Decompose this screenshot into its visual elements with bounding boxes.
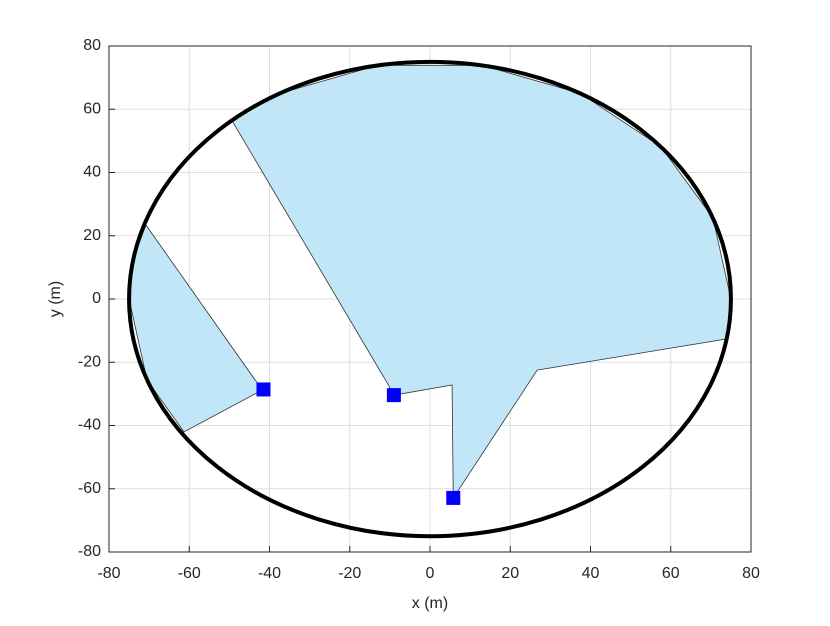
y-axis-label: y (m) xyxy=(47,281,64,317)
y-tick-label: 20 xyxy=(83,227,101,244)
x-tick-label: 0 xyxy=(426,565,435,582)
x-tick-label: -80 xyxy=(97,565,120,582)
axes-box xyxy=(108,45,752,553)
x-tick-label: 60 xyxy=(662,565,680,582)
x-axis-label: x (m) xyxy=(412,595,448,612)
y-tick-label: -20 xyxy=(78,353,101,370)
x-tick-label: 80 xyxy=(742,565,760,582)
y-tick-label: 60 xyxy=(83,100,101,117)
y-tick-label: 0 xyxy=(92,290,101,307)
x-tick-label: 40 xyxy=(582,565,600,582)
sensor xyxy=(386,388,401,403)
x-tick-label: -40 xyxy=(258,565,281,582)
y-tick-label: -40 xyxy=(78,417,101,434)
x-tick-label: -60 xyxy=(178,565,201,582)
sensor xyxy=(446,490,461,505)
x-tick-label: 20 xyxy=(501,565,519,582)
y-tick-label: 80 xyxy=(83,37,101,54)
y-tick-label: -60 xyxy=(78,480,101,497)
x-tick-label: -20 xyxy=(338,565,361,582)
boundary xyxy=(127,59,733,539)
y-tick-label: 40 xyxy=(83,164,101,181)
y-tick-label: -80 xyxy=(78,543,101,560)
sensor xyxy=(256,382,271,397)
